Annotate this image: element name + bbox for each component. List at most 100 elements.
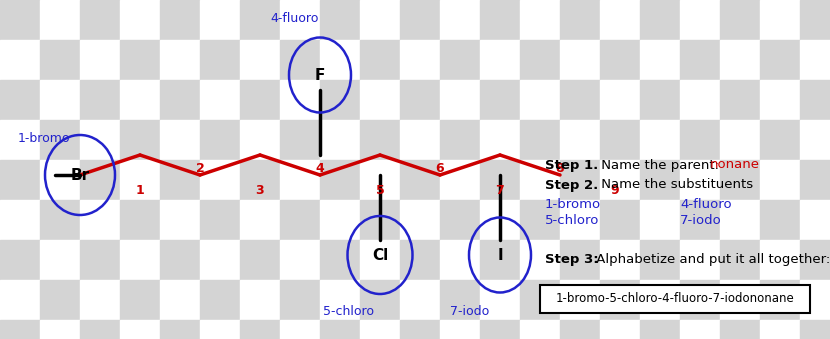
Bar — [0, 40, 40, 80]
Bar — [240, 160, 280, 200]
Bar — [0, 80, 40, 120]
Bar — [280, 80, 320, 120]
Bar — [400, 240, 440, 280]
Bar — [400, 200, 440, 240]
Bar — [280, 320, 320, 339]
Text: F: F — [315, 67, 325, 82]
Bar — [720, 200, 760, 240]
Bar — [480, 120, 520, 160]
Bar — [0, 0, 40, 40]
Bar — [720, 80, 760, 120]
Bar — [120, 200, 160, 240]
Bar — [600, 0, 640, 40]
Bar — [80, 200, 120, 240]
Bar — [760, 320, 800, 339]
Bar — [320, 240, 360, 280]
Bar — [280, 240, 320, 280]
Bar — [160, 280, 200, 320]
Bar — [40, 120, 80, 160]
Bar — [760, 0, 800, 40]
Bar — [600, 320, 640, 339]
Text: 7: 7 — [496, 183, 505, 197]
Bar — [480, 240, 520, 280]
Bar — [360, 0, 400, 40]
Bar — [520, 240, 560, 280]
Bar — [160, 80, 200, 120]
Bar — [320, 160, 360, 200]
Bar — [640, 0, 680, 40]
Text: 4-fluoro: 4-fluoro — [271, 12, 320, 25]
Bar — [800, 200, 830, 240]
Bar — [560, 80, 600, 120]
Bar — [40, 160, 80, 200]
Bar — [0, 200, 40, 240]
Bar — [440, 0, 480, 40]
Bar — [680, 200, 720, 240]
Bar — [320, 200, 360, 240]
Bar — [400, 80, 440, 120]
Bar — [720, 320, 760, 339]
Bar — [680, 240, 720, 280]
Bar — [520, 80, 560, 120]
Bar — [560, 0, 600, 40]
Bar — [240, 80, 280, 120]
Bar — [640, 80, 680, 120]
Bar — [520, 200, 560, 240]
Bar — [80, 240, 120, 280]
Text: 7-iodo: 7-iodo — [680, 214, 722, 226]
Bar — [560, 280, 600, 320]
Bar — [800, 160, 830, 200]
Bar — [800, 0, 830, 40]
Bar — [120, 240, 160, 280]
Bar — [440, 200, 480, 240]
Bar — [540, 285, 810, 313]
Bar — [360, 160, 400, 200]
Bar — [760, 200, 800, 240]
Bar — [120, 120, 160, 160]
Bar — [720, 240, 760, 280]
Bar — [280, 40, 320, 80]
Bar — [520, 320, 560, 339]
Bar — [480, 40, 520, 80]
Text: Step 2.: Step 2. — [545, 179, 598, 192]
Bar — [600, 200, 640, 240]
Bar — [600, 40, 640, 80]
Bar — [440, 40, 480, 80]
Bar — [120, 280, 160, 320]
Bar — [200, 80, 240, 120]
Bar — [480, 280, 520, 320]
Bar — [240, 120, 280, 160]
Bar — [200, 160, 240, 200]
Text: Br: Br — [71, 167, 90, 182]
Bar — [680, 120, 720, 160]
Bar — [600, 120, 640, 160]
Bar — [360, 280, 400, 320]
Bar — [600, 80, 640, 120]
Bar — [0, 320, 40, 339]
Text: 5-chloro: 5-chloro — [323, 305, 374, 318]
Text: nonane: nonane — [710, 159, 760, 172]
Bar — [0, 160, 40, 200]
Bar — [200, 120, 240, 160]
Bar — [800, 240, 830, 280]
Bar — [600, 160, 640, 200]
Bar — [360, 240, 400, 280]
Bar — [40, 40, 80, 80]
Bar — [400, 320, 440, 339]
Bar — [240, 320, 280, 339]
Bar — [120, 320, 160, 339]
Bar — [240, 0, 280, 40]
Bar — [520, 160, 560, 200]
Bar — [280, 120, 320, 160]
Bar — [400, 280, 440, 320]
Bar — [120, 40, 160, 80]
Bar — [760, 40, 800, 80]
Bar — [360, 200, 400, 240]
Bar — [40, 80, 80, 120]
Bar — [720, 280, 760, 320]
Bar — [640, 280, 680, 320]
Bar — [600, 280, 640, 320]
Bar — [200, 240, 240, 280]
Text: 7-iodo: 7-iodo — [451, 305, 490, 318]
Bar — [320, 40, 360, 80]
